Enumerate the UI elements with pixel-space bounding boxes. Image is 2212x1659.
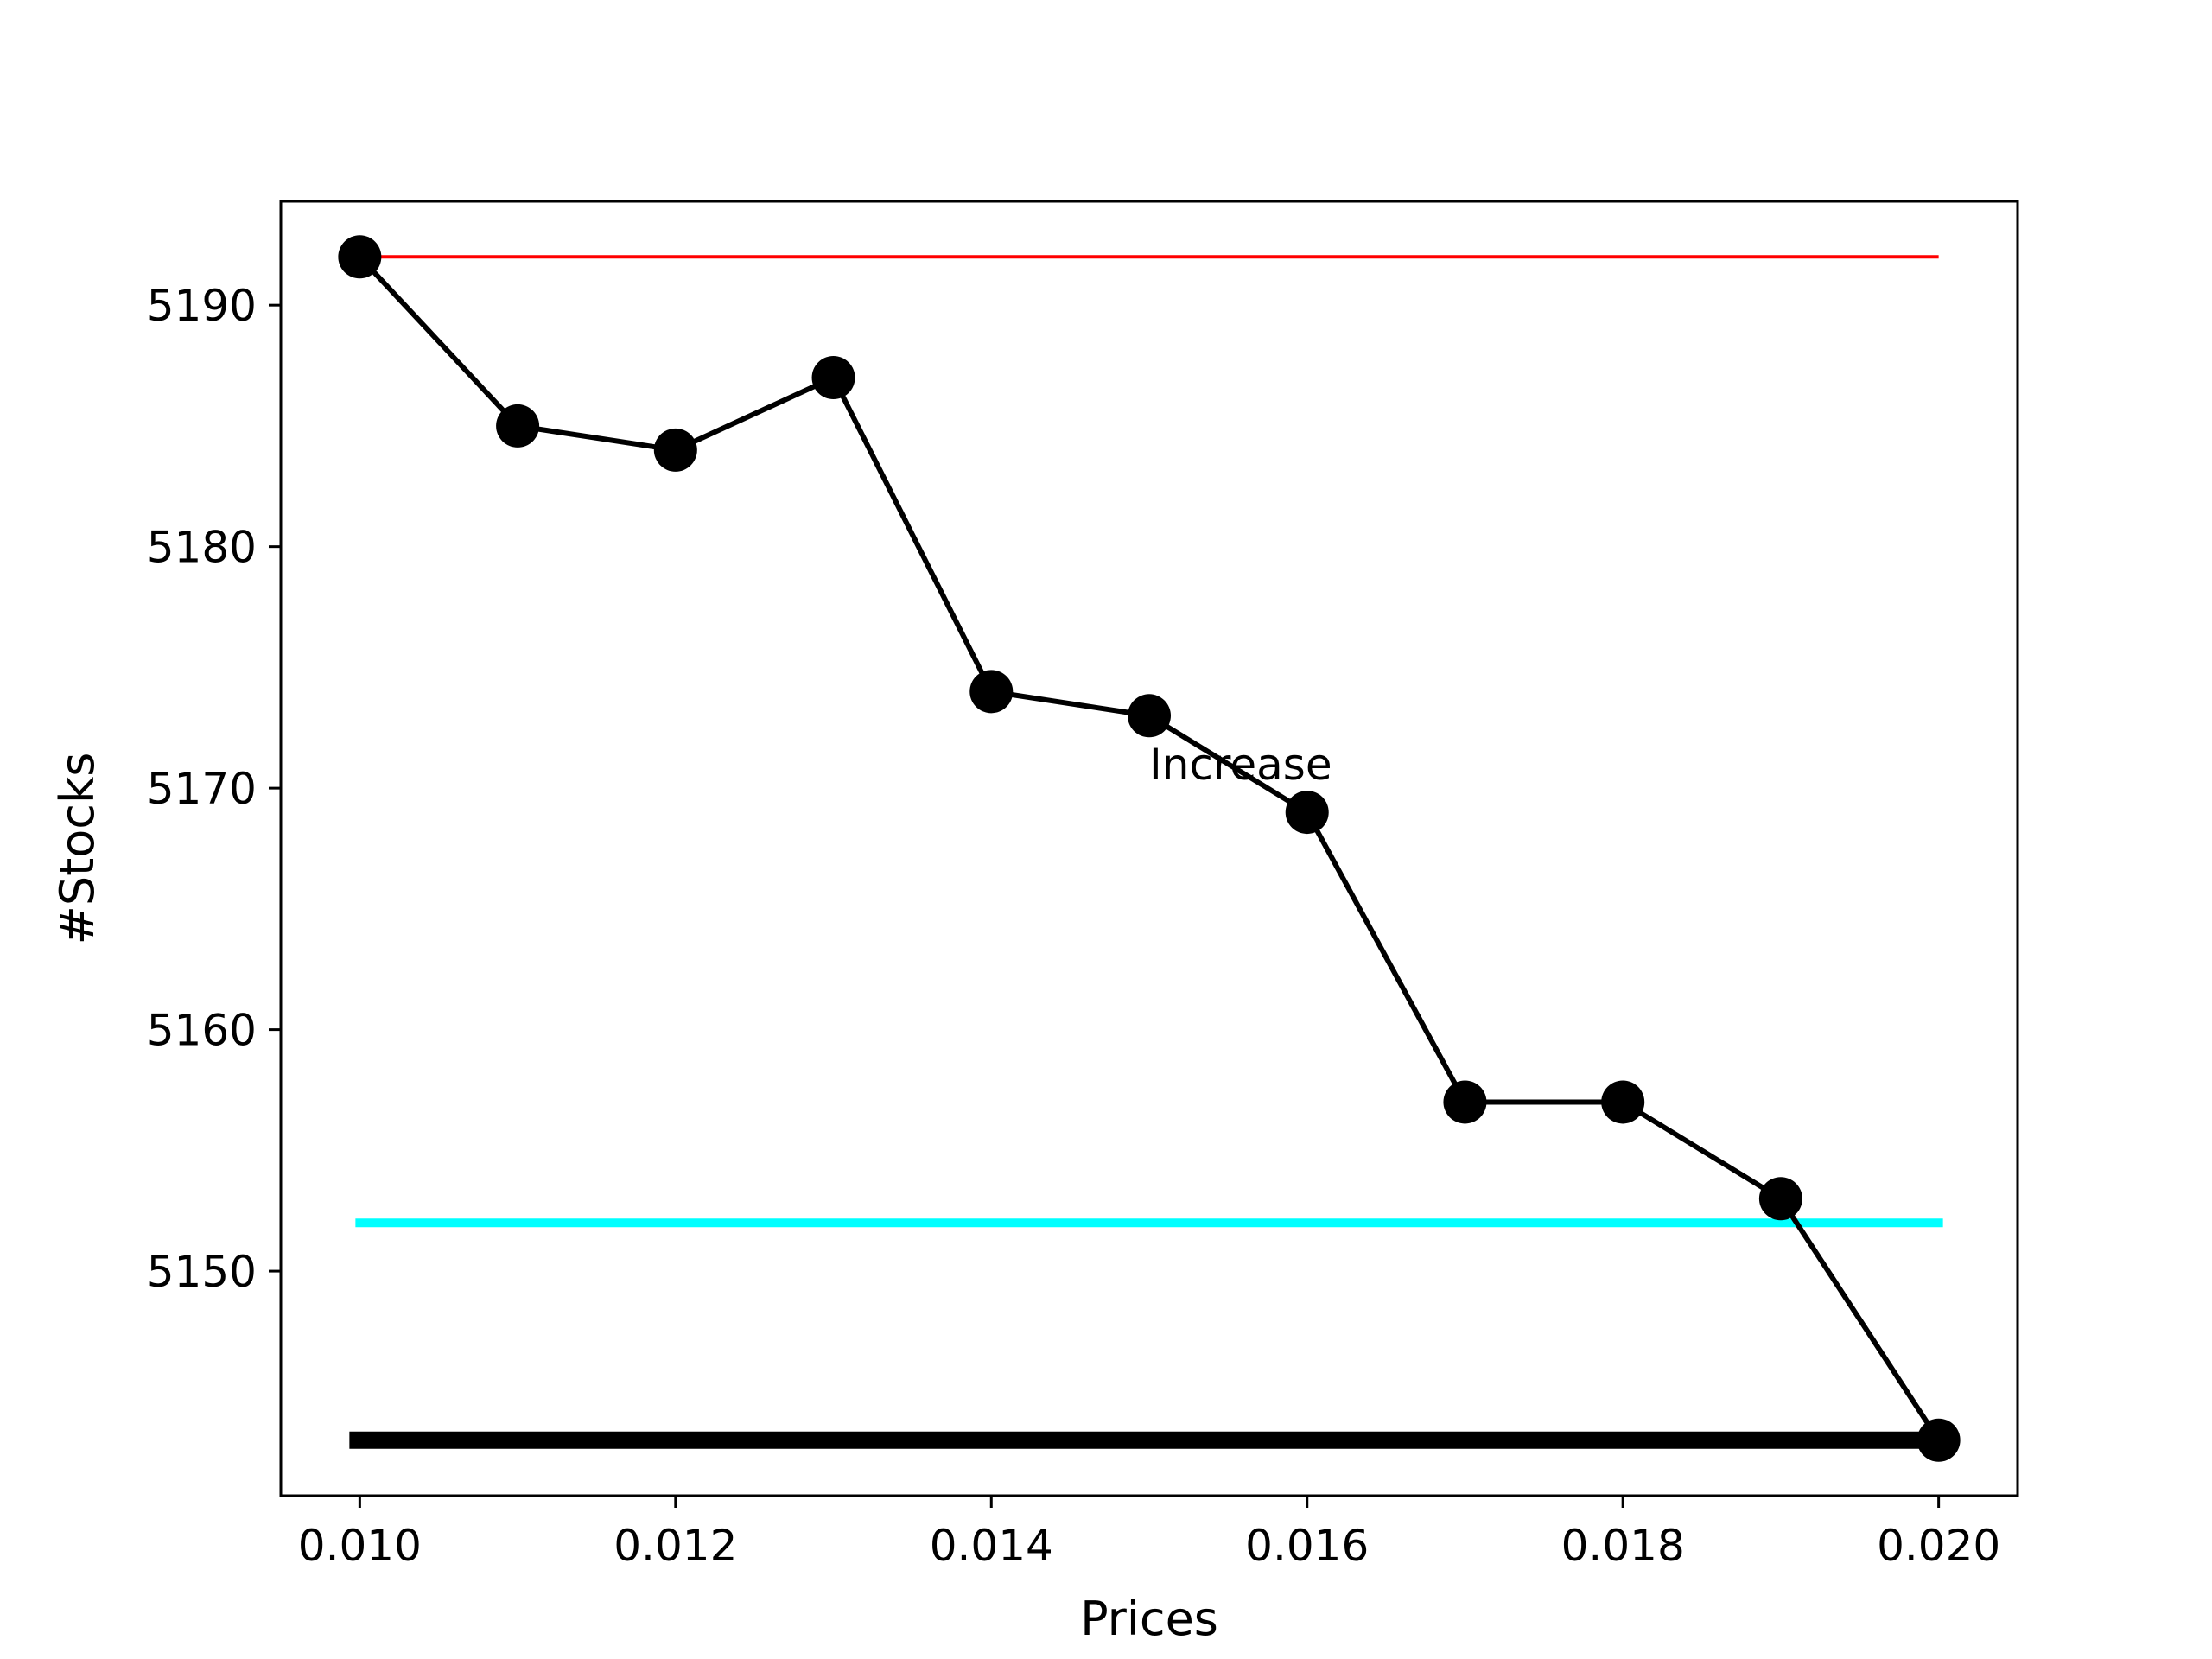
x-tick-label: 0.018 bbox=[1561, 1521, 1685, 1571]
y-tick-label: 5150 bbox=[147, 1247, 257, 1297]
reference-lines bbox=[349, 255, 1949, 1449]
data-point bbox=[969, 670, 1014, 714]
x-tick-label: 0.014 bbox=[930, 1521, 1053, 1571]
y-tick-label: 5170 bbox=[147, 764, 257, 814]
x-tick-label: 0.016 bbox=[1245, 1521, 1369, 1571]
series-layer bbox=[338, 235, 1961, 1462]
data-point bbox=[1285, 791, 1329, 835]
y-tick-label: 5160 bbox=[147, 1006, 257, 1056]
x-axis-label: Prices bbox=[1080, 1592, 1218, 1646]
x-tick-label: 0.012 bbox=[613, 1521, 737, 1571]
x-axis-ticks: 0.010 0.012 0.014 0.016 0.018 0.020 bbox=[298, 1496, 2000, 1571]
data-point bbox=[653, 428, 697, 472]
data-point bbox=[1128, 694, 1171, 738]
annotation-label: Increase bbox=[1149, 740, 1332, 790]
x-tick-label: 0.020 bbox=[1877, 1521, 2000, 1571]
y-axis-label: #Stocks bbox=[50, 753, 105, 945]
plot-frame bbox=[279, 200, 2019, 1497]
y-tick-label: 5190 bbox=[147, 281, 257, 331]
y-axis-ticks: 5150 5160 5170 5180 5190 bbox=[147, 281, 281, 1297]
data-point bbox=[1758, 1177, 1802, 1221]
annotations: Increase bbox=[1149, 740, 1332, 790]
x-tick-label: 0.010 bbox=[298, 1521, 422, 1571]
data-point bbox=[1443, 1080, 1487, 1124]
data-point bbox=[496, 404, 540, 448]
series-line bbox=[358, 255, 1942, 1442]
data-point bbox=[338, 235, 382, 279]
y-tick-label: 5180 bbox=[147, 523, 257, 573]
data-point bbox=[1916, 1418, 1961, 1462]
data-point bbox=[1601, 1080, 1645, 1124]
data-point bbox=[811, 356, 855, 400]
